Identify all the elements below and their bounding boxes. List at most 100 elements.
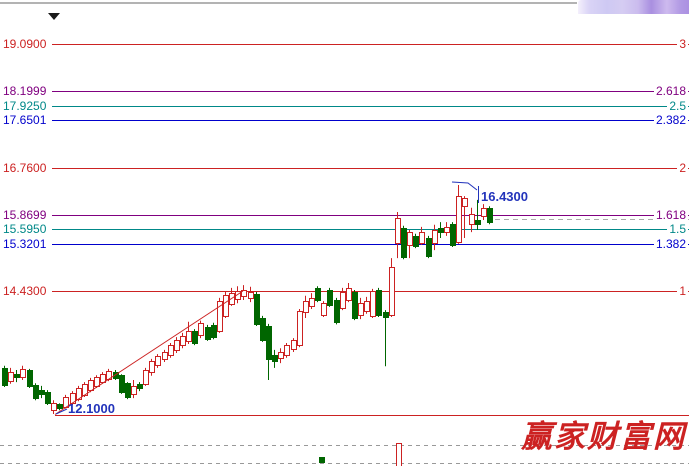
candle-body-down: [438, 228, 444, 233]
candle-body-up: [248, 292, 254, 299]
candle-body-down: [33, 385, 39, 399]
candle-body-up: [346, 288, 352, 301]
price-level-label: 14.4300: [1, 283, 49, 298]
candle-body-up: [284, 345, 290, 356]
candle-body-up: [217, 301, 223, 332]
price-level-label: 16.7600: [1, 160, 49, 175]
price-level-label: 15.8699: [1, 207, 49, 222]
candle-body-up: [76, 388, 82, 400]
fib-ratio-label: 2.5: [667, 98, 688, 113]
swing-low-annotation: 12.1000: [68, 401, 115, 416]
fib-ratio-label: 1.382: [653, 236, 688, 251]
candle-body-up: [131, 386, 137, 395]
candle-body-up: [419, 232, 425, 244]
window-titlebar-fragment: [578, 0, 689, 14]
candle-body-down: [315, 288, 321, 301]
fib-ratio-label: 1: [677, 283, 688, 298]
candle-body-up: [469, 214, 475, 225]
price-level-label: 17.9250: [1, 98, 49, 113]
candle-body-up: [149, 361, 155, 373]
candle-body-down: [2, 368, 8, 386]
candle-body-down: [119, 375, 125, 393]
candle-body-down: [426, 238, 432, 257]
candle-body-up: [241, 290, 247, 297]
candle-body-down: [272, 355, 278, 362]
candle-body-up: [481, 208, 487, 217]
candle-body-up: [364, 301, 370, 312]
candle-body-down: [39, 390, 45, 395]
swing-high-annotation: 16.4300: [481, 189, 528, 204]
site-watermark: 赢家财富网: [521, 419, 686, 455]
fib-ratio-label: 2.382: [653, 112, 688, 127]
price-level-label: 15.3201: [1, 236, 49, 251]
candle-body-down: [137, 384, 143, 389]
swing-low-pointer: [55, 408, 68, 415]
candle-body-up: [186, 331, 192, 342]
subpane-up-mark: [396, 443, 402, 466]
candle-body-down: [14, 374, 20, 378]
candle-body-down: [450, 224, 456, 246]
candle-body-down: [475, 220, 481, 225]
candle-body-up: [20, 369, 26, 378]
candle-body-up: [407, 232, 413, 246]
candle-body-up: [168, 345, 174, 356]
top-divider: [0, 2, 577, 4]
candle-body-up: [82, 384, 88, 396]
candle-body-down: [27, 370, 33, 387]
trendline: [54, 290, 244, 415]
fib-ratio-label: 2.618: [653, 83, 688, 98]
candle-body-up: [303, 301, 309, 313]
candle-body-up: [223, 295, 229, 317]
candle-body-up: [70, 393, 76, 404]
candle-body-up: [309, 298, 315, 307]
candle-body-up: [162, 352, 168, 360]
candle-body-down: [334, 300, 340, 323]
candle-body-up: [370, 291, 376, 317]
candle-body-up: [278, 352, 284, 359]
candle-body-up: [180, 336, 186, 346]
candle-body-down: [57, 404, 63, 409]
candle-body-down: [383, 312, 389, 318]
price-level-label: 17.6501: [1, 112, 49, 127]
candle-body-up: [174, 340, 180, 351]
candle-body-down: [125, 383, 131, 398]
candle-body-up: [340, 292, 346, 309]
candle-body-down: [376, 290, 382, 316]
fib-ratio-label: 2: [677, 160, 688, 175]
candle-body-down: [211, 325, 217, 338]
subpane-down-mark: [319, 457, 325, 463]
candle-body-up: [462, 198, 468, 207]
candle-body-up: [321, 303, 327, 316]
candle-body-up: [94, 377, 100, 387]
candle-body-down: [327, 290, 333, 306]
candle-body-down: [45, 392, 51, 404]
fib-ratio-label: 3: [677, 36, 688, 51]
candle-body-up: [143, 370, 149, 385]
candle-body-up: [229, 293, 235, 305]
candle-body-down: [254, 294, 260, 325]
price-level-label: 19.0900: [1, 36, 49, 51]
candle-body-up: [358, 303, 364, 316]
fib-ratio-label: 1.618: [653, 207, 688, 222]
candle-body-down: [192, 331, 198, 344]
candle-body-up: [389, 267, 395, 316]
candle-body-up: [198, 323, 204, 336]
candle-body-up: [291, 340, 297, 350]
candle-body-up: [88, 380, 94, 391]
dropdown-arrow-icon[interactable]: [48, 13, 60, 20]
candle-body-up: [456, 196, 462, 243]
candle-body-up: [297, 311, 303, 346]
candle-body-up: [8, 372, 14, 382]
candle-body-up: [155, 356, 161, 366]
candle-body-up: [51, 403, 57, 411]
price-level-label: 18.1999: [1, 83, 49, 98]
candle-body-down: [260, 318, 266, 341]
price-level-label: 15.5950: [1, 221, 49, 236]
candle-body-down: [205, 327, 211, 340]
candle-body-up: [395, 218, 401, 244]
candle-body-up: [444, 227, 450, 233]
candle-body-down: [401, 228, 407, 258]
candle-body-down: [352, 292, 358, 319]
